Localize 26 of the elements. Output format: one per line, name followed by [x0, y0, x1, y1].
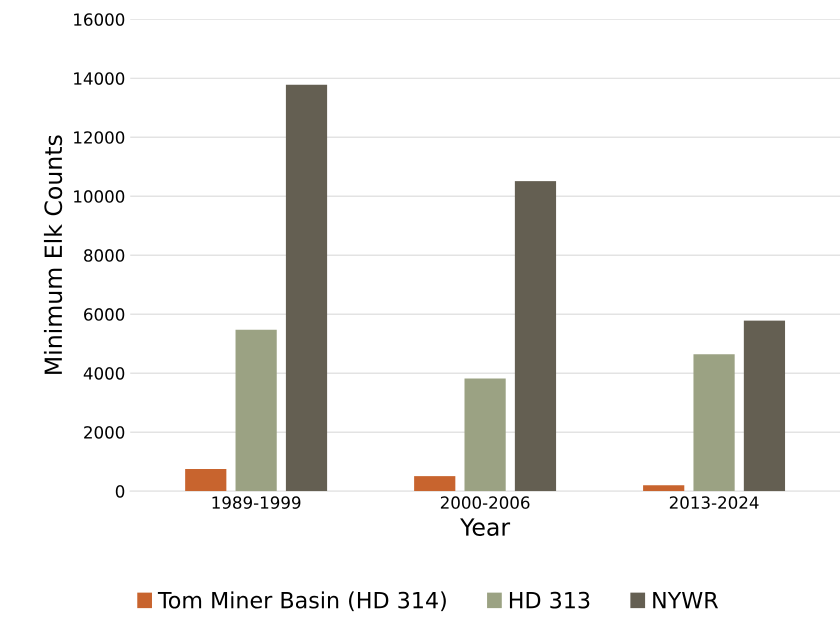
y-tick-label: 0 [116, 485, 124, 498]
x-axis-title: Year [460, 518, 510, 536]
x-tick-label: 1989-1999 [212, 496, 300, 509]
bar [643, 485, 684, 492]
y-tick-label: 6000 [84, 308, 124, 321]
y-tick-label: 10000 [74, 190, 124, 203]
bar [464, 378, 506, 492]
y-tick-label: 4000 [84, 367, 124, 380]
bar [414, 476, 456, 492]
y-tick-label: 14000 [74, 72, 124, 85]
y-tick-label: 8000 [84, 249, 124, 262]
y-tick-label: 12000 [74, 131, 124, 144]
legend-label: HD 313 [510, 592, 590, 609]
bar [286, 84, 328, 492]
x-tick-label: 2000-2006 [440, 496, 530, 509]
bar [185, 469, 226, 492]
bar [693, 354, 735, 492]
legend-label: NYWR [653, 592, 718, 608]
x-tick-label: 2013-2024 [670, 496, 759, 509]
bar [744, 320, 786, 492]
legend-label: Tom Miner Basin (HD 314) [158, 591, 446, 612]
y-tick-label: 2000 [84, 426, 124, 439]
y-tick-label: 16000 [74, 13, 124, 26]
bar [236, 330, 277, 492]
bar [514, 181, 556, 492]
y-axis-title: Minimum Elk Counts [44, 135, 62, 374]
